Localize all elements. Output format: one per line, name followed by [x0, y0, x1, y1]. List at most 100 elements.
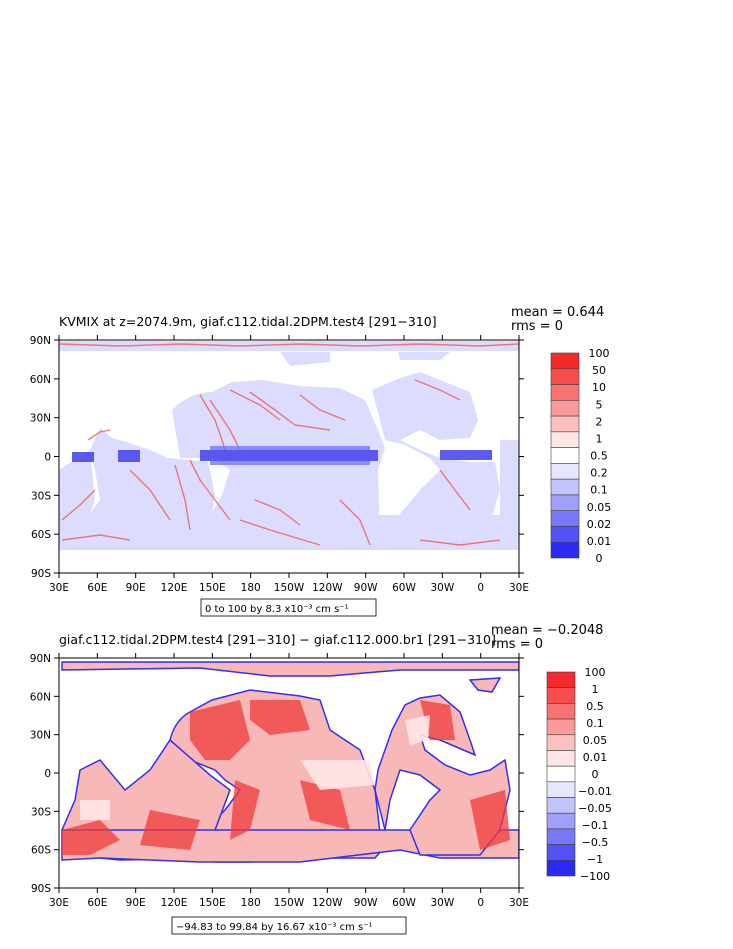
y-tick-label: 60N — [30, 374, 51, 386]
panel-1-mean: mean = 0.644 — [511, 305, 604, 320]
colorbar-label: 10 — [592, 381, 606, 394]
colorbar-swatch — [550, 447, 580, 464]
panel-1: KVMIX at z=2074.9m, giaf.c112.tidal.2DPM… — [30, 305, 612, 617]
y-tick-label: 30S — [31, 806, 51, 818]
y-tick-label: 60N — [30, 691, 51, 703]
colorbar-label: 0.1 — [586, 717, 604, 730]
x-tick-label: 0 — [477, 582, 484, 594]
colorbar-swatch — [550, 415, 580, 433]
y-tick-label: 0 — [44, 768, 51, 780]
colorbar-label: 2 — [596, 415, 603, 428]
colorbar-label: 0.01 — [583, 751, 608, 764]
x-tick-label: 30E — [49, 582, 69, 594]
panel-1-title: KVMIX at z=2074.9m, giaf.c112.tidal.2DPM… — [59, 314, 437, 329]
panel-2-pale-region — [80, 715, 430, 820]
colorbar-label: 0.2 — [590, 467, 608, 480]
colorbar-swatch — [550, 494, 580, 511]
colorbar-swatch — [546, 797, 576, 814]
colorbar-swatch — [550, 431, 580, 448]
colorbar-label: 0.5 — [586, 700, 604, 713]
colorbar-label: −0.1 — [582, 819, 609, 832]
x-tick-label: 90W — [354, 582, 378, 594]
x-tick-label: 120E — [161, 897, 188, 909]
panel-2-colorbar: 100 1 0.5 0.1 0.05 0.01 0 −0.01 −0.05 −0.1 −0.5 −1 −… — [546, 666, 612, 883]
x-tick-label: 90E — [126, 582, 146, 594]
panel-2-map — [61, 661, 519, 863]
x-tick-label: 30E — [509, 582, 529, 594]
x-tick-label: 120W — [312, 897, 343, 909]
colorbar-label: −0.5 — [582, 836, 609, 849]
x-tick-label: 30E — [509, 897, 529, 909]
x-tick-label: 150E — [199, 897, 226, 909]
x-tick-label: 60E — [87, 897, 107, 909]
colorbar-swatch — [546, 781, 576, 798]
x-tick-label: 150W — [274, 897, 305, 909]
x-tick-label: 0 — [477, 897, 484, 909]
colorbar-swatch — [546, 812, 576, 830]
y-tick-label: 30N — [30, 730, 51, 742]
colorbar-swatch — [546, 750, 576, 767]
colorbar-label: 0 — [596, 552, 603, 565]
panel-1-equator-band — [72, 450, 492, 462]
x-tick-label: 180 — [241, 582, 261, 594]
x-tick-label: 120E — [161, 582, 188, 594]
colorbar-swatch — [550, 463, 580, 480]
colorbar-swatch — [550, 541, 580, 559]
colorbar-swatch — [546, 671, 576, 688]
panel-2-rms: rms = 0 — [491, 637, 543, 652]
colorbar-label: 0.05 — [587, 501, 612, 514]
colorbar-swatch — [550, 384, 580, 401]
y-tick-label: 0 — [44, 452, 51, 464]
x-tick-label: 90W — [354, 897, 378, 909]
panel-1-rms: rms = 0 — [511, 319, 563, 334]
panel-1-range-note: 0 to 100 by 8.3 x10⁻³ cm s⁻¹ — [205, 604, 349, 615]
colorbar-label: 1 — [596, 432, 603, 445]
panel-1-highlights — [59, 343, 519, 546]
colorbar-swatch — [550, 478, 580, 496]
colorbar-label: −1 — [587, 853, 603, 866]
y-tick-label: 30N — [30, 413, 51, 425]
colorbar-label: 100 — [585, 666, 606, 679]
y-tick-label: 90N — [30, 335, 51, 347]
colorbar-label: 100 — [589, 347, 610, 360]
y-tick-label: 90N — [30, 653, 51, 665]
colorbar-label: 0.1 — [590, 484, 608, 497]
x-tick-label: 60W — [392, 582, 416, 594]
colorbar-label: 50 — [592, 364, 606, 377]
y-tick-label: 90S — [31, 568, 51, 580]
colorbar-label: 1 — [592, 683, 599, 696]
x-tick-label: 30E — [49, 897, 69, 909]
colorbar-swatch — [546, 860, 576, 877]
colorbar-label: −0.05 — [578, 802, 612, 815]
panel-2-range-box — [171, 916, 407, 935]
panel-1-colorbar: 100 50 10 5 2 1 0.5 0.2 0.1 0.05 0.02 0.01 0 — [550, 347, 612, 565]
colorbar-swatch — [546, 828, 576, 845]
colorbar-swatch — [550, 368, 580, 385]
x-tick-label: 30W — [430, 582, 454, 594]
x-tick-label: 120W — [312, 582, 343, 594]
y-tick-label: 90S — [31, 883, 51, 895]
colorbar-label: −0.01 — [578, 785, 612, 798]
x-tick-label: 150E — [199, 582, 226, 594]
colorbar-swatch — [546, 765, 576, 783]
panel-2-mean: mean = −0.2048 — [491, 623, 603, 638]
panel-2-range-note: −94.83 to 99.84 by 16.67 x10⁻³ cm s⁻¹ — [176, 922, 372, 933]
colorbar-swatch — [546, 734, 576, 751]
colorbar-swatch — [546, 703, 576, 720]
colorbar-swatch — [546, 718, 576, 736]
panel-1-axes: 30E 60E 90E 120E 150E 180 150W 120W 90W 60W 30W 0 30… — [30, 335, 529, 594]
colorbar-label: 0.01 — [587, 535, 612, 548]
x-tick-label: 180 — [241, 897, 261, 909]
colorbar-swatch — [546, 844, 576, 861]
colorbar-swatch — [546, 687, 576, 704]
y-tick-label: 60S — [31, 845, 51, 857]
x-tick-label: 60W — [392, 897, 416, 909]
colorbar-label: 0.5 — [590, 450, 608, 463]
x-tick-label: 30W — [430, 897, 454, 909]
colorbar-swatch — [550, 352, 580, 370]
y-tick-label: 60S — [31, 529, 51, 541]
x-tick-label: 60E — [87, 582, 107, 594]
panel-2: giaf.c112.tidal.2DPM.test4 [291−310] − g… — [30, 623, 612, 935]
x-tick-label: 150W — [274, 582, 305, 594]
